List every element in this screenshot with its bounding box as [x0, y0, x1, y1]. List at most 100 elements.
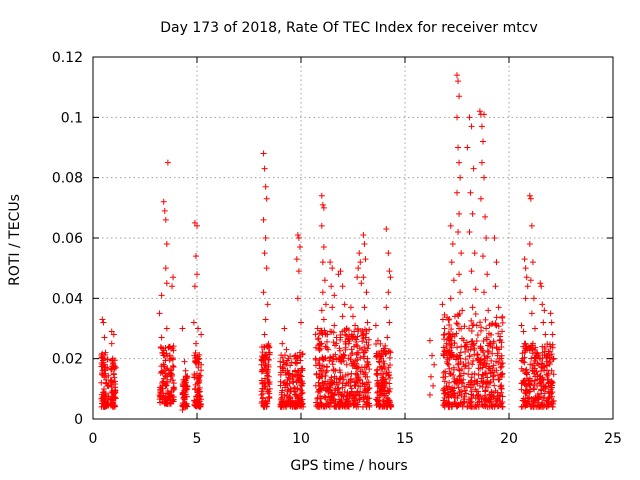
- data-point: [353, 403, 360, 410]
- data-point: [182, 402, 189, 409]
- data-point: [441, 378, 448, 385]
- data-point: [299, 400, 306, 407]
- data-point: [482, 213, 489, 220]
- data-point: [440, 344, 447, 351]
- data-point: [357, 259, 364, 266]
- data-point: [374, 372, 381, 379]
- data-point: [109, 363, 116, 370]
- data-point: [336, 389, 343, 396]
- data-point: [262, 183, 269, 190]
- data-point: [277, 403, 284, 410]
- data-point: [260, 356, 267, 363]
- data-point: [110, 362, 117, 369]
- data-point: [490, 362, 497, 369]
- data-point: [455, 356, 462, 363]
- data-point: [454, 189, 460, 196]
- data-point: [285, 374, 292, 381]
- data-point: [181, 378, 188, 385]
- data-point: [454, 321, 461, 328]
- data-point: [538, 283, 545, 290]
- data-point: [163, 350, 170, 357]
- data-point: [363, 289, 370, 296]
- y-tick-label: 0.04: [52, 291, 83, 307]
- data-point: [343, 361, 350, 368]
- data-point: [170, 363, 177, 370]
- data-point: [386, 361, 393, 368]
- data-point: [469, 361, 476, 368]
- data-point: [461, 323, 468, 330]
- data-point: [494, 372, 501, 379]
- data-point: [98, 363, 105, 370]
- data-point: [469, 338, 476, 345]
- x-tick-label: 20: [500, 431, 518, 447]
- data-point: [380, 358, 387, 365]
- data-point: [332, 390, 339, 397]
- data-point: [522, 403, 529, 410]
- data-point: [477, 319, 484, 326]
- data-point: [297, 394, 304, 401]
- data-point: [445, 316, 452, 323]
- data-point: [478, 123, 485, 130]
- data-point: [198, 331, 205, 338]
- data-point: [339, 384, 346, 391]
- data-point: [364, 345, 371, 352]
- data-point: [283, 360, 290, 367]
- data-point: [468, 395, 475, 402]
- data-point: [440, 350, 447, 357]
- data-point: [486, 391, 493, 398]
- data-point: [528, 403, 535, 410]
- data-point: [466, 228, 473, 235]
- data-point: [462, 348, 469, 355]
- data-point: [498, 371, 505, 378]
- data-point: [319, 331, 326, 338]
- data-point: [330, 353, 337, 360]
- data-point: [362, 387, 369, 394]
- data-point: [108, 366, 115, 373]
- data-point: [538, 360, 545, 367]
- data-point: [264, 400, 271, 407]
- data-point: [374, 389, 381, 396]
- data-point: [345, 336, 352, 343]
- data-point: [284, 382, 291, 389]
- data-point: [546, 354, 553, 361]
- data-point: [337, 398, 344, 405]
- data-point: [258, 388, 265, 395]
- data-point: [183, 386, 190, 393]
- data-point: [476, 398, 483, 405]
- data-point: [262, 235, 269, 241]
- x-tick-label: 15: [396, 431, 414, 447]
- data-point: [102, 364, 109, 371]
- data-point: [287, 353, 294, 360]
- data-point: [366, 402, 373, 409]
- data-point: [536, 354, 543, 361]
- data-point: [523, 375, 530, 382]
- data-point: [288, 359, 295, 366]
- chart-title: Day 173 of 2018, Rate Of TEC Index for r…: [160, 20, 537, 36]
- data-point: [454, 114, 460, 121]
- data-point: [456, 93, 463, 100]
- data-point: [482, 316, 489, 323]
- data-point: [319, 369, 326, 376]
- data-point: [456, 271, 463, 278]
- data-point: [287, 394, 294, 401]
- data-point: [446, 379, 453, 386]
- data-point: [344, 335, 351, 342]
- data-point: [101, 361, 108, 368]
- data-point: [193, 374, 200, 381]
- data-point: [319, 289, 326, 296]
- data-point: [315, 379, 322, 386]
- data-point: [355, 325, 362, 332]
- data-point: [109, 402, 116, 409]
- data-point: [328, 328, 335, 335]
- data-point: [161, 207, 168, 214]
- data-point: [429, 352, 436, 359]
- data-point: [483, 235, 490, 241]
- data-point: [428, 373, 434, 380]
- data-point: [352, 322, 359, 329]
- data-point: [298, 367, 305, 374]
- data-point: [260, 216, 267, 223]
- data-point: [542, 331, 549, 338]
- data-point: [327, 393, 334, 400]
- data-point: [527, 195, 534, 202]
- data-point: [455, 384, 462, 391]
